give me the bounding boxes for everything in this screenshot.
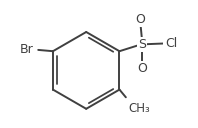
Text: S: S — [138, 38, 146, 51]
Text: Br: Br — [19, 43, 33, 56]
Text: Cl: Cl — [165, 37, 177, 50]
Text: O: O — [136, 13, 146, 26]
Text: O: O — [137, 62, 147, 75]
Text: CH₃: CH₃ — [129, 102, 150, 115]
